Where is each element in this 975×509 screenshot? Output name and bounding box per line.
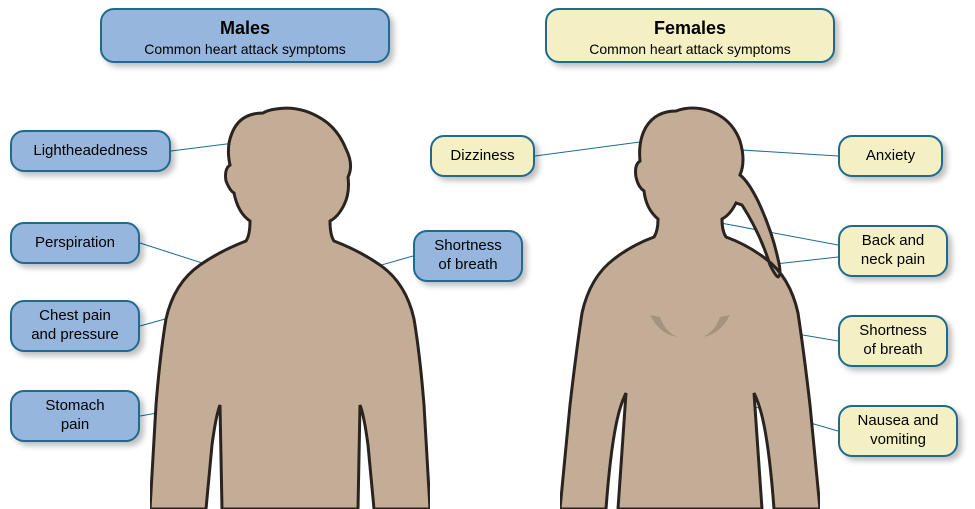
symptom-label: Dizziness [450,147,514,166]
male-header-subtitle: Common heart attack symptoms [122,40,368,58]
female-symptom-box: Back andneck pain [838,225,948,277]
symptom-label: Nausea andvomiting [858,412,939,450]
female-symptom-box: Shortnessof breath [838,315,948,367]
male-symptom-box: Stomachpain [10,390,140,442]
symptom-label: Shortnessof breath [859,322,927,360]
symptom-label: Lightheadedness [33,142,147,161]
female-header: Females Common heart attack symptoms [545,8,835,63]
female-header-subtitle: Common heart attack symptoms [567,40,813,58]
symptom-label: Anxiety [866,147,915,166]
male-header-title: Males [122,18,368,40]
symptom-label: Back andneck pain [861,232,925,270]
female-header-title: Females [567,18,813,40]
male-symptom-box: Chest painand pressure [10,300,140,352]
male-header: Males Common heart attack symptoms [100,8,390,63]
symptom-label: Chest painand pressure [31,307,119,345]
male-symptom-box: Shortnessof breath [413,230,523,282]
female-symptom-box: Dizziness [430,135,535,177]
male-silhouette [150,105,430,509]
female-symptom-box: Nausea andvomiting [838,405,958,457]
female-symptom-box: Anxiety [838,135,943,177]
symptom-label: Shortnessof breath [434,237,502,275]
symptom-label: Perspiration [35,234,115,253]
female-silhouette [560,105,820,509]
male-symptom-box: Perspiration [10,222,140,264]
symptom-label: Stomachpain [45,397,104,435]
male-symptom-box: Lightheadedness [10,130,171,172]
